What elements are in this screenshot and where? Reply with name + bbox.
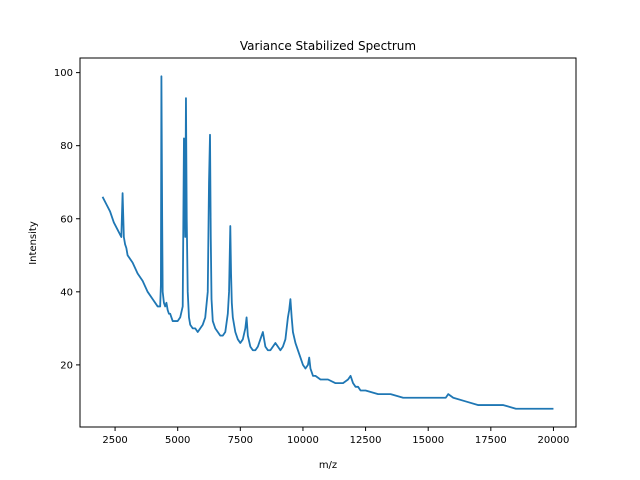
x-tick-label: 12500 bbox=[350, 435, 382, 446]
y-tick-label: 20 bbox=[60, 360, 73, 371]
x-axis-label: m/z bbox=[319, 460, 337, 471]
y-axis: 20 40 60 80 100 bbox=[54, 68, 80, 371]
axes-frame bbox=[79, 57, 577, 428]
y-tick-label: 100 bbox=[54, 68, 73, 79]
x-tick-label: 5000 bbox=[165, 435, 190, 446]
chart-title: Variance Stabilized Spectrum bbox=[240, 39, 416, 53]
x-tick-label: 15000 bbox=[412, 435, 444, 446]
x-tick-label: 10000 bbox=[287, 435, 319, 446]
spectrum-line bbox=[101, 75, 554, 410]
y-tick-label: 80 bbox=[60, 141, 73, 152]
y-axis-label: Intensity bbox=[28, 221, 39, 265]
x-tick-label: 7500 bbox=[228, 435, 253, 446]
y-tick-label: 40 bbox=[60, 287, 73, 298]
x-axis: 2500 5000 7500 10000 12500 15000 17500 20000 bbox=[102, 427, 569, 446]
x-tick-label: 2500 bbox=[102, 435, 127, 446]
x-tick-label: 17500 bbox=[475, 435, 507, 446]
y-tick-label: 60 bbox=[60, 214, 73, 225]
x-tick-label: 20000 bbox=[538, 435, 570, 446]
plot-area bbox=[101, 75, 554, 410]
